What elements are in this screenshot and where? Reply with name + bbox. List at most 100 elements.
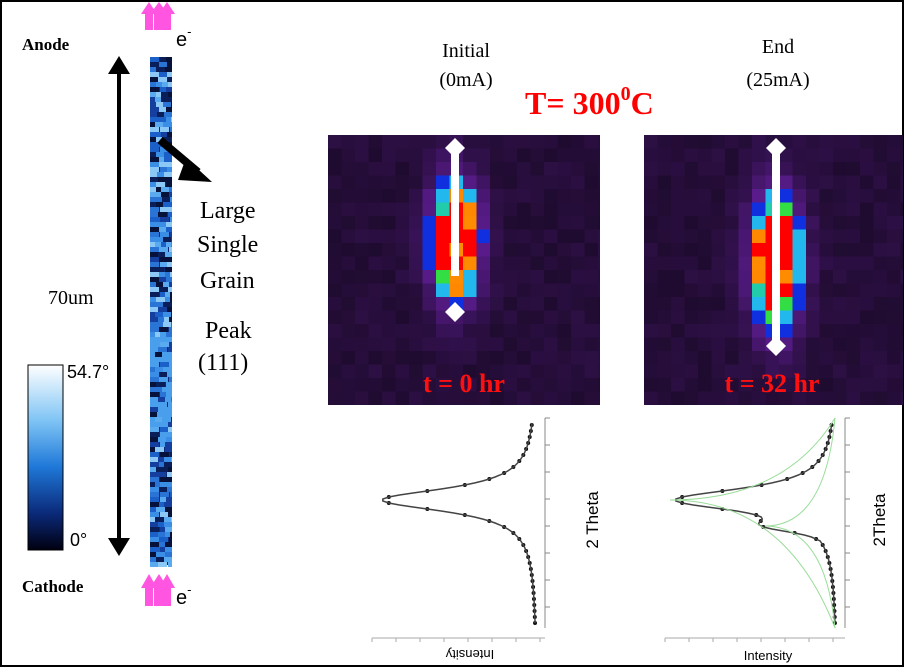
map-pixel — [490, 243, 504, 257]
grain — [166, 497, 172, 502]
map-pixel — [355, 378, 369, 392]
map-pixel — [490, 189, 504, 203]
map-pixel — [544, 351, 558, 365]
map-pixel — [558, 365, 572, 379]
map-pixel — [463, 270, 477, 284]
colorbar-max: 54.7° — [67, 362, 109, 382]
map-pixel — [544, 338, 558, 352]
map-pixel — [860, 392, 874, 406]
map-pixel — [504, 351, 518, 365]
map-pixel — [712, 338, 726, 352]
map-pixel — [517, 351, 531, 365]
map-pixel — [355, 149, 369, 163]
map-pixel — [820, 203, 834, 217]
map-pixel — [779, 284, 793, 298]
map-pixel — [752, 243, 766, 257]
map-pixel — [887, 284, 901, 298]
plot-x-label: Intensity — [744, 648, 793, 663]
time-label: t = 0 hr — [423, 369, 505, 398]
grain — [168, 82, 172, 87]
map-pixel — [725, 189, 739, 203]
grain — [171, 397, 172, 402]
map-pixel — [685, 311, 699, 325]
map-pixel — [739, 324, 753, 338]
map-pixel — [571, 230, 585, 244]
map-pixel — [342, 392, 356, 406]
grain — [150, 487, 159, 492]
map-pixel — [860, 162, 874, 176]
map-pixel — [752, 189, 766, 203]
map-pixel — [598, 324, 600, 338]
map-pixel — [860, 257, 874, 271]
map-pixel — [328, 230, 342, 244]
map-pixel — [531, 297, 545, 311]
map-pixel — [752, 135, 766, 149]
grain — [158, 347, 167, 352]
map-pixel — [644, 311, 658, 325]
map-pixel — [409, 392, 423, 406]
map-pixel — [342, 284, 356, 298]
map-pixel — [355, 351, 369, 365]
map-pixel — [658, 243, 672, 257]
map-pixel — [558, 284, 572, 298]
grain — [150, 237, 159, 242]
map-pixel — [847, 149, 861, 163]
map-pixel — [698, 135, 712, 149]
map-pixel — [396, 176, 410, 190]
map-pixel — [598, 243, 600, 257]
map-pixel — [644, 257, 658, 271]
map-pixel — [793, 338, 807, 352]
grain — [165, 432, 172, 437]
map-pixel — [517, 230, 531, 244]
grain — [168, 427, 172, 432]
grain — [159, 257, 168, 262]
map-pixel — [558, 176, 572, 190]
grain — [165, 267, 172, 272]
map-pixel — [531, 392, 545, 406]
map-pixel — [544, 257, 558, 271]
grain — [150, 442, 159, 447]
plot-x-label: Intensity — [445, 647, 494, 662]
map-pixel — [598, 257, 600, 271]
map-pixel — [685, 135, 699, 149]
map-pixel — [833, 392, 847, 406]
map-pixel — [874, 176, 888, 190]
map-pixel — [504, 270, 518, 284]
map-pixel — [685, 351, 699, 365]
map-pixel — [658, 351, 672, 365]
map-pixel — [598, 176, 600, 190]
map-pixel — [409, 203, 423, 217]
grain — [150, 502, 159, 507]
map-pixel — [342, 162, 356, 176]
grain — [150, 327, 159, 332]
map-pixel — [571, 392, 585, 406]
map-pixel — [671, 243, 685, 257]
map-pixel — [544, 284, 558, 298]
map-pixel — [477, 338, 491, 352]
map-pixel — [847, 378, 861, 392]
map-pixel — [544, 149, 558, 163]
grain — [170, 297, 172, 302]
map-pixel — [342, 257, 356, 271]
map-pixel — [517, 243, 531, 257]
grain — [167, 72, 172, 77]
map-pixel — [644, 189, 658, 203]
grain — [163, 237, 172, 242]
grain — [170, 452, 172, 457]
map-pixel — [671, 324, 685, 338]
map-pixel — [712, 284, 726, 298]
map-pixel — [585, 203, 599, 217]
map-pixel — [571, 189, 585, 203]
map-pixel — [739, 189, 753, 203]
map-pixel — [463, 338, 477, 352]
map-pixel — [644, 297, 658, 311]
map-pixel — [477, 135, 491, 149]
map-pixel — [544, 311, 558, 325]
map-pixel — [382, 230, 396, 244]
map-pixel — [712, 216, 726, 230]
map-pixel — [504, 365, 518, 379]
map-pixel — [658, 365, 672, 379]
grain — [164, 502, 172, 507]
map-pixel — [820, 392, 834, 406]
map-pixel — [585, 311, 599, 325]
